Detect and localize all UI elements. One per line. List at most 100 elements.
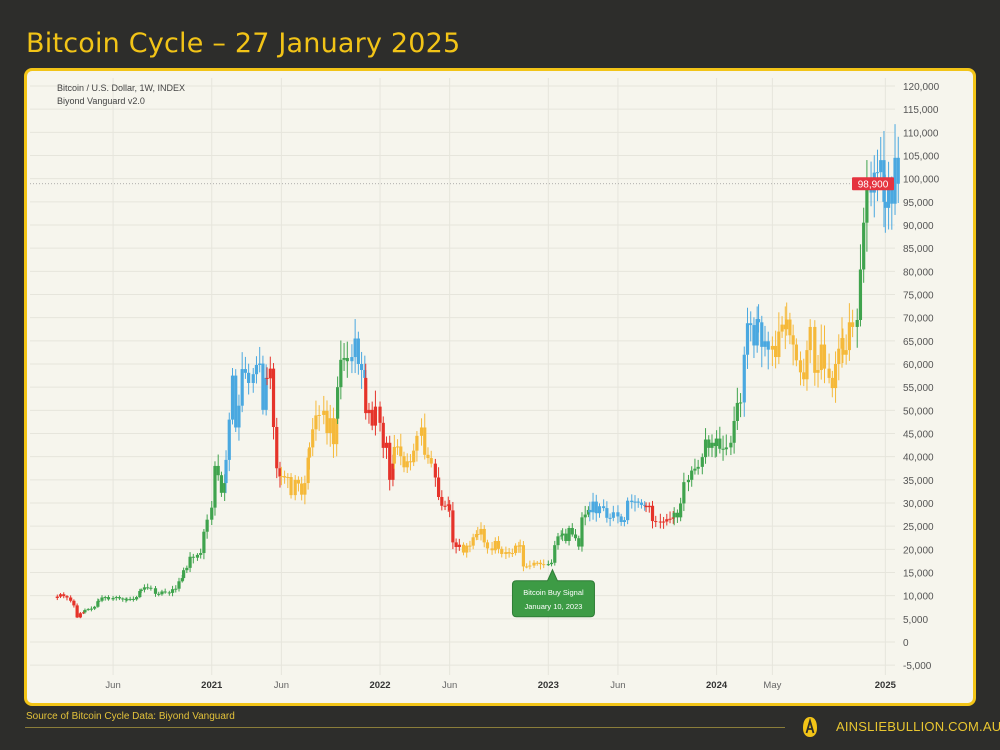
- candle-body: [328, 418, 332, 434]
- candle-body: [180, 578, 184, 582]
- candle-body: [448, 504, 452, 511]
- candle-body: [696, 466, 700, 469]
- candle-body: [363, 370, 367, 378]
- candle-body: [647, 505, 651, 508]
- candle-body: [819, 344, 823, 371]
- last-price-label: 98,900: [858, 179, 889, 190]
- candle-body: [644, 505, 648, 508]
- candle-body: [405, 461, 409, 468]
- candle-body: [622, 520, 626, 522]
- candle-body: [86, 609, 90, 611]
- y-tick-label: 95,000: [903, 198, 934, 209]
- candle-body: [213, 465, 217, 508]
- candle-body: [210, 507, 214, 520]
- candle-body: [633, 501, 637, 503]
- y-tick-label: 75,000: [903, 291, 934, 302]
- candle-body: [865, 187, 869, 223]
- candle-body: [325, 410, 329, 434]
- candle-body: [114, 597, 118, 599]
- candle-body: [117, 597, 122, 599]
- candle-body: [707, 439, 711, 448]
- candle-body: [188, 556, 192, 568]
- candle-body: [703, 439, 708, 458]
- candle-body: [893, 157, 897, 204]
- candle-body: [858, 269, 863, 320]
- y-tick-label: 50,000: [903, 406, 934, 417]
- candle-body: [525, 566, 529, 568]
- candle-body: [528, 565, 532, 567]
- candle-body: [837, 348, 841, 364]
- candle-body: [594, 501, 598, 514]
- candle-body: [808, 326, 812, 351]
- candle-body: [735, 402, 739, 421]
- y-tick-label: 15,000: [903, 569, 934, 580]
- buy-signal-callout: [511, 568, 595, 618]
- candle-body: [760, 322, 764, 347]
- candle-body: [791, 335, 795, 345]
- candle-body: [89, 608, 94, 610]
- candle-body: [224, 459, 228, 484]
- candle-body: [518, 545, 522, 547]
- candle-body: [493, 540, 497, 551]
- candle-body: [265, 377, 269, 379]
- candle-body: [710, 442, 714, 448]
- candle-body: [732, 420, 736, 443]
- candle-body: [794, 344, 798, 361]
- candle-body: [243, 369, 248, 373]
- candle-body: [507, 552, 511, 554]
- candle-body: [149, 587, 153, 589]
- candle-body: [510, 553, 514, 555]
- y-tick-label: 110,000: [903, 128, 939, 139]
- candle-body: [752, 325, 756, 346]
- candle-body: [553, 545, 557, 563]
- candle-body: [591, 501, 595, 513]
- candle-body: [335, 418, 339, 445]
- candle-body: [756, 319, 761, 323]
- last-price-tag: [852, 177, 894, 191]
- candle-body: [805, 350, 809, 380]
- candle-body: [78, 613, 82, 618]
- candle-body: [317, 414, 321, 416]
- x-tick-label: 2023: [538, 680, 559, 691]
- candle-body: [216, 465, 220, 476]
- candle-body: [665, 519, 669, 522]
- candle-body: [142, 587, 147, 590]
- candle-body: [199, 553, 203, 555]
- x-tick-label: Jun: [105, 680, 120, 691]
- candle-body: [650, 505, 655, 522]
- candle-body: [381, 422, 385, 448]
- y-tick-label: 55,000: [903, 383, 934, 394]
- site-url[interactable]: AINSLIEBULLION.COM.AU: [836, 719, 1000, 734]
- y-tick-label: 70,000: [903, 314, 934, 325]
- candle-body: [619, 516, 623, 522]
- candle-body: [833, 364, 838, 389]
- candle-body: [883, 201, 887, 208]
- candle-body: [254, 364, 259, 375]
- candle-body: [559, 535, 563, 537]
- candle-body: [513, 545, 518, 554]
- candle-body: [279, 476, 283, 478]
- candle-body: [844, 350, 848, 355]
- candle-body: [311, 429, 315, 448]
- candle-body: [93, 606, 97, 609]
- candle-body: [500, 548, 504, 554]
- buy-signal-date: January 10, 2023: [524, 602, 582, 611]
- candle-body: [639, 502, 644, 505]
- candle-body: [146, 587, 150, 589]
- candle-body: [830, 377, 834, 389]
- candle-body: [399, 446, 403, 457]
- candle-body: [121, 598, 125, 600]
- candle-body: [408, 461, 413, 463]
- x-tick-label: Jun: [610, 680, 625, 691]
- candle-body: [521, 545, 526, 567]
- candle-body: [388, 442, 392, 480]
- candle-body: [373, 406, 378, 426]
- y-tick-label: 60,000: [903, 360, 934, 371]
- candle-body: [391, 463, 395, 480]
- candle-body: [672, 512, 676, 518]
- candle-body: [690, 470, 694, 480]
- x-tick-label: 2025: [875, 680, 897, 691]
- candle-body: [724, 447, 728, 450]
- candle-body: [237, 405, 241, 428]
